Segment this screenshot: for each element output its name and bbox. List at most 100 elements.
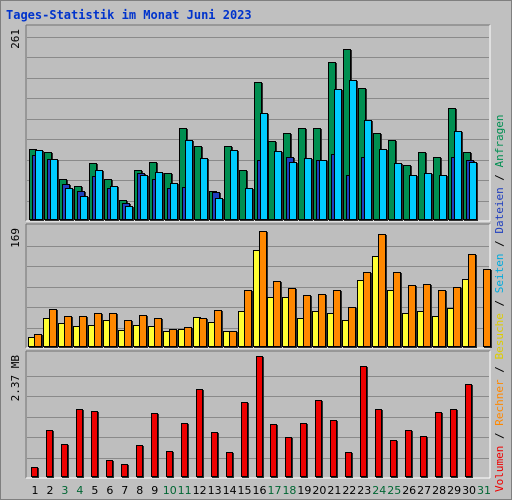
bar-rechner-day-4 [79, 316, 87, 347]
bar-seiten-day-16 [260, 113, 268, 220]
bar-volumen-day-26 [405, 430, 412, 477]
legend-segment-9: / [493, 167, 506, 187]
bar-volumen-day-14 [226, 452, 233, 477]
bar-volumen-day-5 [91, 411, 98, 477]
bar-volumen-day-17 [270, 424, 277, 477]
bar-volumen-day-23 [360, 366, 367, 477]
bar-rechner-day-14 [229, 331, 237, 347]
x-tick-label-day-26: 26 [402, 484, 416, 497]
bar-volumen-day-1 [31, 467, 38, 477]
bar-seiten-day-28 [439, 175, 447, 220]
bar-seiten-day-24 [379, 149, 387, 220]
bar-volumen-day-28 [435, 412, 442, 477]
bar-seiten-day-8 [140, 175, 148, 220]
bar-seiten-day-30 [469, 162, 477, 220]
bar-rechner-day-10 [169, 329, 177, 347]
bar-rechner-day-8 [139, 315, 147, 347]
legend-segment-4: Besuche [493, 313, 506, 359]
bar-seiten-day-15 [245, 188, 253, 220]
chart-panel-3: 2.37 MB [9, 350, 491, 479]
bar-volumen-day-2 [46, 430, 53, 477]
bar-seiten-day-6 [110, 186, 118, 220]
x-tick-label-day-16: 16 [253, 484, 267, 497]
bar-volumen-day-13 [211, 432, 218, 477]
bar-rechner-day-26 [408, 285, 416, 347]
bar-seiten-day-26 [409, 175, 417, 220]
y-axis-max-label: 261 [9, 29, 22, 49]
x-tick-label-day-15: 15 [238, 484, 252, 497]
bar-rechner-day-9 [154, 318, 162, 347]
bar-volumen-day-8 [136, 445, 143, 477]
bar-volumen-day-21 [330, 420, 337, 477]
x-tick-label-day-11: 11 [178, 484, 192, 497]
bar-seiten-day-20 [319, 160, 327, 220]
bar-rechner-day-22 [348, 307, 356, 347]
bar-rechner-day-6 [109, 313, 117, 347]
bar-seiten-day-5 [95, 170, 103, 220]
bar-volumen-day-3 [61, 444, 68, 477]
bar-rechner-day-11 [184, 327, 192, 347]
x-tick-label-day-21: 21 [327, 484, 341, 497]
x-tick-label-day-20: 20 [312, 484, 326, 497]
bar-rechner-day-3 [64, 316, 72, 347]
bar-seiten-day-23 [364, 120, 372, 220]
x-tick-label-day-17: 17 [267, 484, 281, 497]
bar-seiten-day-19 [304, 158, 312, 220]
x-tick-label-day-28: 28 [432, 484, 446, 497]
bar-seiten-day-13 [215, 198, 223, 220]
x-tick-label-day-13: 13 [208, 484, 222, 497]
bar-seiten-day-14 [230, 150, 238, 220]
legend-segment-8: Dateien [493, 187, 506, 233]
x-tick-label-day-9: 9 [151, 484, 158, 497]
x-tick-label-day-7: 7 [121, 484, 128, 497]
chart-title: Tages-Statistik im Monat Juni 2023 [6, 8, 252, 22]
bar-volumen-day-30 [465, 384, 472, 477]
bar-volumen-day-9 [151, 413, 158, 477]
bar-seiten-day-27 [424, 173, 432, 220]
legend-segment-1: / [493, 426, 506, 446]
bar-rechner-day-29 [453, 287, 461, 347]
chart-panel-1: 261 [9, 24, 491, 222]
bar-volumen-day-22 [345, 452, 352, 477]
bar-rechner-day-16 [259, 231, 267, 347]
legend-segment-7: / [493, 234, 506, 254]
x-tick-label-day-24: 24 [372, 484, 386, 497]
legend-segment-6: Seiten [493, 254, 506, 294]
bar-seiten-day-10 [170, 183, 178, 220]
bar-seiten-day-12 [200, 158, 208, 220]
x-tick-label-day-23: 23 [357, 484, 371, 497]
x-tick-label-day-29: 29 [447, 484, 461, 497]
bar-seiten-day-11 [185, 140, 193, 220]
bar-rechner-day-20 [318, 294, 326, 347]
bar-volumen-day-6 [106, 460, 113, 477]
legend-segment-0: Volumen [493, 446, 506, 492]
bar-rechner-day-18 [288, 288, 296, 347]
x-tick-label-day-3: 3 [61, 484, 68, 497]
bar-rechner-day-13 [214, 310, 222, 347]
x-tick-label-day-12: 12 [193, 484, 207, 497]
bar-seiten-day-18 [289, 162, 297, 220]
bar-rechner-day-21 [333, 290, 341, 347]
legend-segment-3: / [493, 360, 506, 380]
x-tick-label-day-30: 30 [462, 484, 476, 497]
bar-rechner-day-2 [49, 309, 57, 347]
bar-volumen-day-10 [166, 451, 173, 477]
bar-seiten-day-21 [334, 89, 342, 220]
bar-seiten-day-3 [65, 188, 73, 220]
x-tick-label-day-8: 8 [136, 484, 143, 497]
bar-seiten-day-1 [35, 150, 43, 220]
bar-rechner-day-24 [378, 234, 386, 347]
bar-rechner-day-25 [393, 272, 401, 347]
bar-volumen-day-7 [121, 464, 128, 477]
x-tick-label-day-4: 4 [76, 484, 83, 497]
legend-segment-10: Anfragen [493, 114, 506, 167]
bar-rechner-day-19 [303, 295, 311, 347]
bar-seiten-day-29 [454, 131, 462, 220]
x-tick-label-day-6: 6 [106, 484, 113, 497]
chart-panel-2: 169 [9, 223, 492, 349]
x-tick-label-day-18: 18 [282, 484, 296, 497]
bar-volumen-day-11 [181, 423, 188, 477]
bar-rechner-day-17 [273, 281, 281, 347]
bar-volumen-day-19 [300, 423, 307, 477]
bar-volumen-day-15 [241, 402, 248, 477]
